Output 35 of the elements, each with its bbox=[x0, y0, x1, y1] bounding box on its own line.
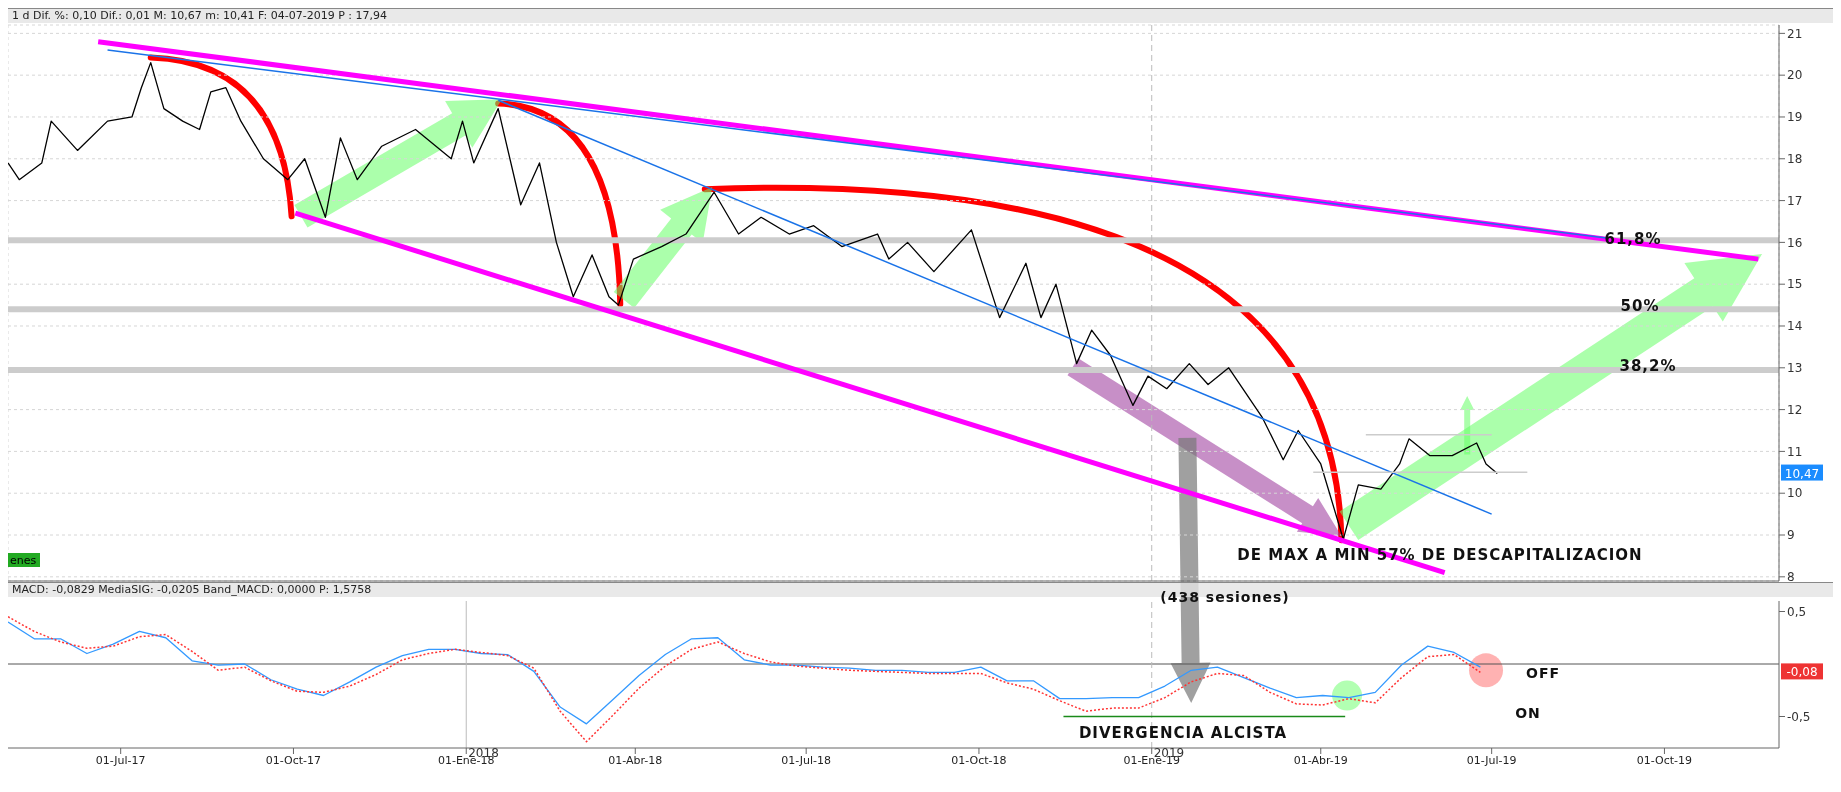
x-tick-label: 01-Jul-19 bbox=[1466, 753, 1517, 767]
annotation: 50% bbox=[1620, 297, 1660, 315]
text: -0,08 bbox=[1786, 665, 1818, 680]
x-tick-label: 01-Oct-17 bbox=[265, 753, 322, 767]
x-tick-label: 01-Jul-18 bbox=[781, 753, 832, 767]
y-tick-label: 11 bbox=[1787, 444, 1803, 459]
x-tick-label: 01-Oct-19 bbox=[1636, 753, 1693, 767]
y-tick-label: 14 bbox=[1787, 319, 1803, 334]
y-tick-label: 19 bbox=[1787, 110, 1803, 125]
annotation: ON bbox=[1515, 705, 1541, 721]
chart-title: 1 d Dif. %: 0,10 Dif.: 0,01 M: 10,67 m: 10,41 F: 04-07-2019 P : 17,94 bbox=[8, 8, 1833, 23]
y-tick-label: 12 bbox=[1787, 402, 1803, 417]
y-tick-label: 0,5 bbox=[1787, 604, 1807, 619]
x-tick-label: 01-Abr-19 bbox=[1293, 753, 1348, 767]
x-tick-label: 01-Oct-18 bbox=[951, 753, 1007, 767]
y-tick-label: 16 bbox=[1787, 235, 1803, 250]
annotation: (438 sesiones) bbox=[1160, 589, 1290, 605]
annotation: enes bbox=[10, 554, 37, 567]
annotation: 38,2% bbox=[1619, 357, 1677, 375]
y-tick-label: 20 bbox=[1787, 68, 1803, 83]
y-tick-label: 13 bbox=[1787, 361, 1803, 376]
chart-title: MACD: -0,0829 MediaSIG: -0,0205 Band_MACD: 0,0000 P: 1,5758 bbox=[12, 583, 372, 596]
y-tick-label: 15 bbox=[1787, 277, 1803, 292]
y-tick-label: 9 bbox=[1787, 528, 1795, 543]
annotation: OFF bbox=[1525, 665, 1561, 681]
y-tick-label: 8 bbox=[1787, 570, 1795, 585]
x-tick-label: 01-Jul-17 bbox=[95, 753, 146, 767]
y-tick-label: -0,5 bbox=[1787, 709, 1811, 724]
y-tick-label: 18 bbox=[1787, 152, 1803, 167]
x-tick-label: 01-Abr-18 bbox=[608, 753, 663, 767]
text: 10,47 bbox=[1784, 466, 1820, 481]
annotation: DIVERGENCIA ALCISTA bbox=[1078, 724, 1288, 742]
y-tick-label: 21 bbox=[1787, 26, 1803, 41]
y-tick-label: 17 bbox=[1787, 193, 1803, 208]
y-tick-label: 10 bbox=[1787, 486, 1803, 501]
